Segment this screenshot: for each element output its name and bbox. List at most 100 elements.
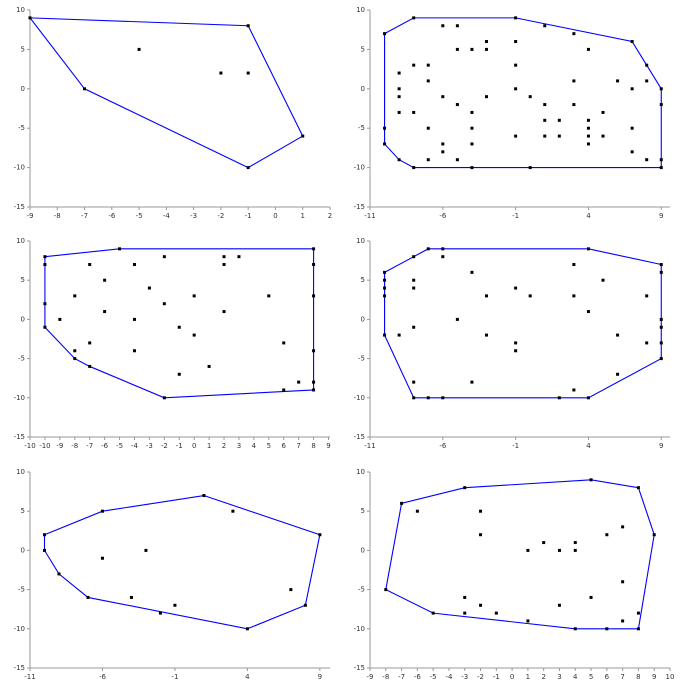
point: [231, 509, 235, 513]
x-tick-label: 9: [326, 442, 330, 450]
y-tick-label: -15: [14, 433, 25, 441]
point: [412, 286, 416, 290]
point: [470, 380, 474, 384]
x-tick-label: -5: [430, 673, 437, 681]
point: [42, 533, 46, 537]
point: [528, 294, 532, 298]
x-tick-label: 8: [636, 673, 640, 681]
point: [397, 87, 401, 91]
point: [412, 166, 416, 170]
x-tick-label: 2: [328, 212, 332, 220]
y-tick-label: -15: [14, 203, 25, 211]
point: [192, 333, 196, 337]
x-tick-label: -10: [24, 442, 35, 450]
point: [601, 110, 605, 114]
point: [645, 158, 649, 162]
point: [589, 478, 593, 482]
point: [470, 47, 474, 51]
point: [383, 126, 387, 130]
point: [289, 588, 293, 592]
y-tick-label: 0: [21, 546, 25, 554]
point: [586, 118, 590, 122]
point: [103, 310, 107, 314]
point: [137, 47, 141, 51]
point: [557, 603, 561, 607]
point: [162, 255, 166, 259]
x-tick-label: -2: [477, 673, 484, 681]
point: [383, 32, 387, 36]
hull: [44, 248, 315, 399]
point: [572, 263, 576, 267]
point: [543, 103, 547, 107]
y-tick-label: 5: [21, 45, 25, 53]
point: [177, 372, 181, 376]
hull: [384, 248, 662, 399]
point: [572, 79, 576, 83]
point: [245, 627, 249, 631]
x-tick-label: -5: [136, 212, 143, 220]
point: [43, 302, 47, 306]
point: [28, 16, 32, 20]
point: [659, 270, 663, 274]
point: [514, 16, 518, 20]
point: [572, 388, 576, 392]
point: [470, 270, 474, 274]
x-tick-label: -1: [493, 673, 500, 681]
point: [312, 380, 316, 384]
point: [652, 533, 656, 537]
x-tick-label: -3: [146, 442, 153, 450]
x-tick-label: 0: [273, 212, 277, 220]
point: [455, 317, 459, 321]
point: [557, 134, 561, 138]
hull: [43, 494, 321, 630]
point: [88, 364, 92, 368]
point: [312, 388, 316, 392]
point: [479, 509, 483, 513]
point: [412, 396, 416, 400]
point: [621, 580, 625, 584]
point: [441, 24, 445, 28]
point: [636, 627, 640, 631]
point: [426, 158, 430, 162]
point: [573, 541, 577, 545]
x-tick-label: -6: [108, 212, 116, 220]
point: [573, 548, 577, 552]
point: [83, 87, 87, 91]
y-tick-label: 5: [361, 507, 365, 515]
x-tick-label: -6: [414, 673, 422, 681]
x-tick-label: -1: [512, 212, 519, 220]
x-tick-label: -1: [245, 212, 252, 220]
x-tick-label: 9: [318, 673, 322, 681]
point: [485, 333, 489, 337]
y-tick-label: 10: [356, 468, 365, 476]
y-tick-label: -5: [358, 586, 365, 594]
point: [586, 396, 590, 400]
point: [485, 47, 489, 51]
point: [455, 158, 459, 162]
y-tick-label: -5: [358, 124, 365, 132]
point: [636, 486, 640, 490]
point: [659, 87, 663, 91]
point: [100, 556, 104, 560]
point: [177, 325, 181, 329]
point: [441, 142, 445, 146]
point: [397, 95, 401, 99]
point: [158, 611, 162, 615]
point: [586, 134, 590, 138]
point: [73, 294, 77, 298]
point: [605, 627, 609, 631]
y-tick-label: -5: [18, 586, 25, 594]
point: [132, 317, 136, 321]
point: [426, 63, 430, 67]
y-tick-label: 10: [16, 468, 25, 476]
point: [192, 294, 196, 298]
point: [57, 572, 61, 576]
point: [514, 40, 518, 44]
point: [514, 341, 518, 345]
point: [73, 349, 77, 353]
x-tick-label: 2: [222, 442, 226, 450]
x-tick-label: -11: [364, 442, 375, 450]
point: [86, 595, 90, 599]
x-tick-label: -4: [445, 673, 453, 681]
point: [162, 302, 166, 306]
